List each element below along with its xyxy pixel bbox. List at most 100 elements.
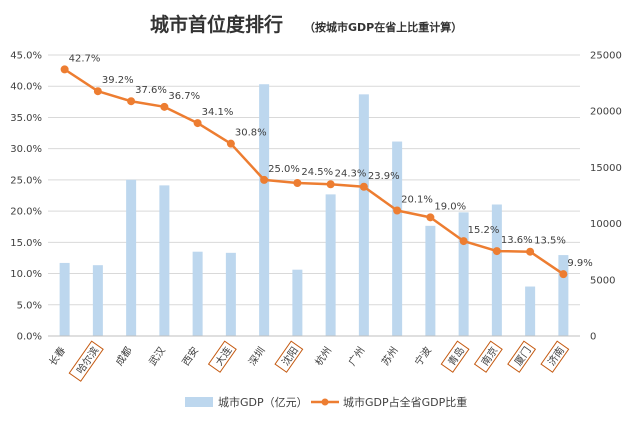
category-label-group: 成都 [113, 345, 134, 368]
line-series [60, 65, 568, 279]
legend: 城市GDP（亿元） 城市GDP占全省GDP比重 [185, 395, 467, 409]
line-point [492, 247, 501, 256]
y-left-tick-label: 5.0% [17, 300, 42, 311]
category-label: 南京 [478, 344, 500, 368]
bar [458, 212, 469, 336]
category-highlight-box [540, 340, 570, 373]
category-label: 西安 [179, 344, 201, 368]
axes: 0.0% 5.0% 10.0% 15.0% 20.0% 25.0% 30.0% 35.0% 40… [10, 51, 622, 343]
category-label-group: 深圳 [246, 345, 267, 368]
data-label: 24.3% [335, 168, 367, 179]
category-label-group: 济南 [540, 340, 570, 373]
bar [159, 185, 170, 336]
line-point [193, 119, 202, 128]
bar-series [59, 84, 569, 336]
bar [92, 265, 103, 336]
y-right-tick-label: 20000 [590, 107, 622, 118]
y-left-tick-label: 15.0% [10, 238, 42, 249]
line-point [293, 179, 302, 188]
category-label: 广州 [346, 345, 367, 368]
chart-subtitle: （按城市GDP在省上比重计算） [304, 20, 462, 34]
line-point [359, 182, 368, 191]
category-labels: 长春 哈尔滨 成都 武汉 西安 大连 深圳 沈阳 杭州 广州 苏州 宁波 青岛 南京 厦门 济南 [47, 340, 570, 382]
y-left-tick-label: 20.0% [10, 207, 42, 218]
bar [325, 194, 336, 336]
category-label: 沈阳 [279, 344, 301, 368]
line-point [526, 247, 535, 256]
line-point [60, 65, 69, 74]
y-left-tick-label: 45.0% [10, 51, 42, 62]
y-right-tick-label: 25000 [590, 51, 622, 62]
chart-title: 城市首位度排行 [150, 13, 283, 36]
data-label: 42.7% [69, 53, 101, 64]
category-label: 杭州 [312, 344, 334, 368]
y-right-tick-label: 10000 [590, 219, 622, 230]
bar [491, 204, 502, 336]
category-highlight-box [68, 340, 104, 382]
category-label-group: 杭州 [312, 344, 334, 368]
data-labels: 42.7%39.2%37.6%36.7%34.1%30.8% 25.0% 24.5%… [69, 53, 593, 269]
bar [59, 262, 70, 336]
data-label: 13.5% [534, 236, 566, 247]
y-left-tick-label: 10.0% [10, 269, 42, 280]
data-label: 19.0% [434, 201, 466, 212]
legend-line-label: 城市GDP占全省GDP比重 [343, 395, 467, 409]
category-highlight-box [440, 340, 470, 373]
bar [192, 251, 203, 336]
category-highlight-box [274, 340, 304, 373]
category-highlight-box [507, 340, 537, 373]
data-label: 20.1% [401, 194, 433, 205]
bar [425, 225, 436, 336]
line-point [226, 139, 235, 148]
category-label: 厦门 [512, 344, 534, 368]
line-point [260, 175, 269, 184]
category-highlight-box [473, 340, 503, 373]
bar [225, 252, 236, 336]
category-label: 大连 [212, 344, 234, 368]
bar [525, 286, 536, 336]
category-label-group: 西安 [179, 344, 201, 368]
data-label: 30.8% [235, 128, 267, 139]
data-label: 25.0% [268, 164, 300, 175]
data-label: 37.6% [135, 85, 167, 96]
data-label: 34.1% [202, 107, 234, 118]
bar [358, 94, 369, 336]
y-left-tick-label: 40.0% [10, 82, 42, 93]
category-label-group: 宁波 [412, 344, 434, 368]
category-label: 武汉 [146, 344, 168, 368]
category-label-group: 长春 [47, 345, 68, 368]
legend-line-marker [321, 398, 329, 406]
category-label-group: 武汉 [146, 344, 168, 368]
line-point [326, 180, 335, 189]
data-label: 13.6% [501, 235, 533, 246]
line-point [459, 237, 468, 246]
category-label-group: 南京 [473, 340, 503, 373]
category-label-group: 苏州 [379, 344, 401, 368]
bar [126, 179, 137, 336]
bar [292, 269, 303, 336]
bar [558, 255, 569, 336]
y-right-tick-label: 0 [590, 332, 596, 343]
category-label-group: 广州 [346, 345, 367, 368]
y-right-tick-label: 5000 [590, 275, 615, 286]
data-label: 24.5% [301, 167, 333, 178]
line-point [559, 270, 568, 279]
bar [392, 141, 403, 336]
category-label-group: 哈尔滨 [68, 340, 104, 382]
bar [259, 84, 270, 336]
category-label: 长春 [47, 345, 68, 368]
legend-bar-swatch [185, 397, 213, 407]
legend-bar-label: 城市GDP（亿元） [218, 395, 308, 409]
y-left-tick-label: 35.0% [10, 113, 42, 124]
data-label: 36.7% [168, 91, 200, 102]
data-label: 9.9% [567, 258, 592, 269]
data-label: 39.2% [102, 75, 134, 86]
category-label: 青岛 [445, 344, 467, 368]
gridlines [48, 54, 580, 337]
line-point [160, 102, 169, 111]
category-label-group: 大连 [207, 340, 237, 373]
data-label: 23.9% [368, 171, 400, 182]
data-label: 15.2% [468, 225, 500, 236]
category-label: 济南 [545, 344, 567, 368]
